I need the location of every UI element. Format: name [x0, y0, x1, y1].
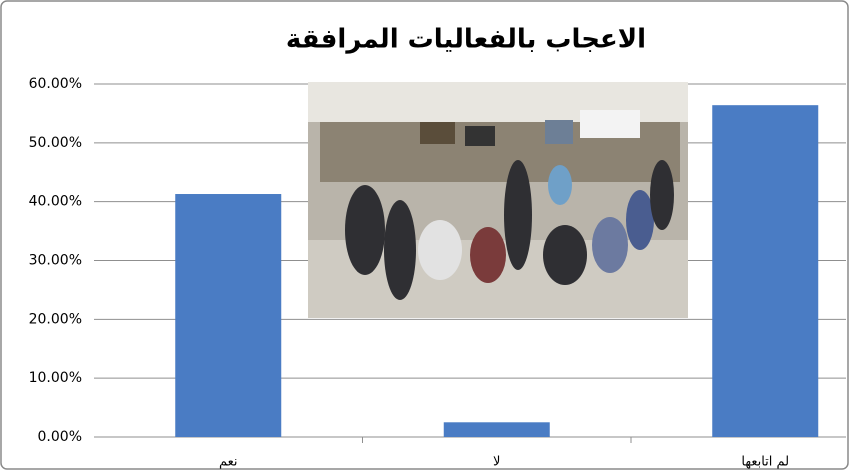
photo-sign — [580, 110, 640, 138]
y-tick-label: 10.00% — [29, 370, 82, 386]
plot-area: 0.00% 10.00% 20.00% 30.00% 40.00% 50.00% 60.00… — [29, 76, 846, 445]
bar — [175, 194, 282, 437]
chart-title: الاعجاب بالفعاليات المرافقة — [286, 25, 646, 55]
y-tick-label: 20.00% — [29, 311, 82, 327]
photo-people — [345, 160, 674, 300]
bar — [443, 422, 550, 437]
photo-frame — [545, 120, 573, 144]
y-tick-label: 30.00% — [29, 253, 82, 269]
bar — [712, 105, 819, 438]
x-tick-label: لم اتابعها — [741, 455, 789, 470]
x-tick-label: لا — [493, 455, 500, 470]
x-tick-label: نعم — [219, 455, 238, 470]
photo — [308, 82, 688, 318]
y-tick-label: 40.00% — [29, 194, 82, 210]
y-tick-label: 0.00% — [38, 429, 82, 445]
photo-frame — [465, 126, 495, 146]
y-tick-label: 50.00% — [29, 135, 82, 151]
photo-frame — [420, 122, 455, 144]
y-tick-label: 60.00% — [29, 76, 82, 92]
